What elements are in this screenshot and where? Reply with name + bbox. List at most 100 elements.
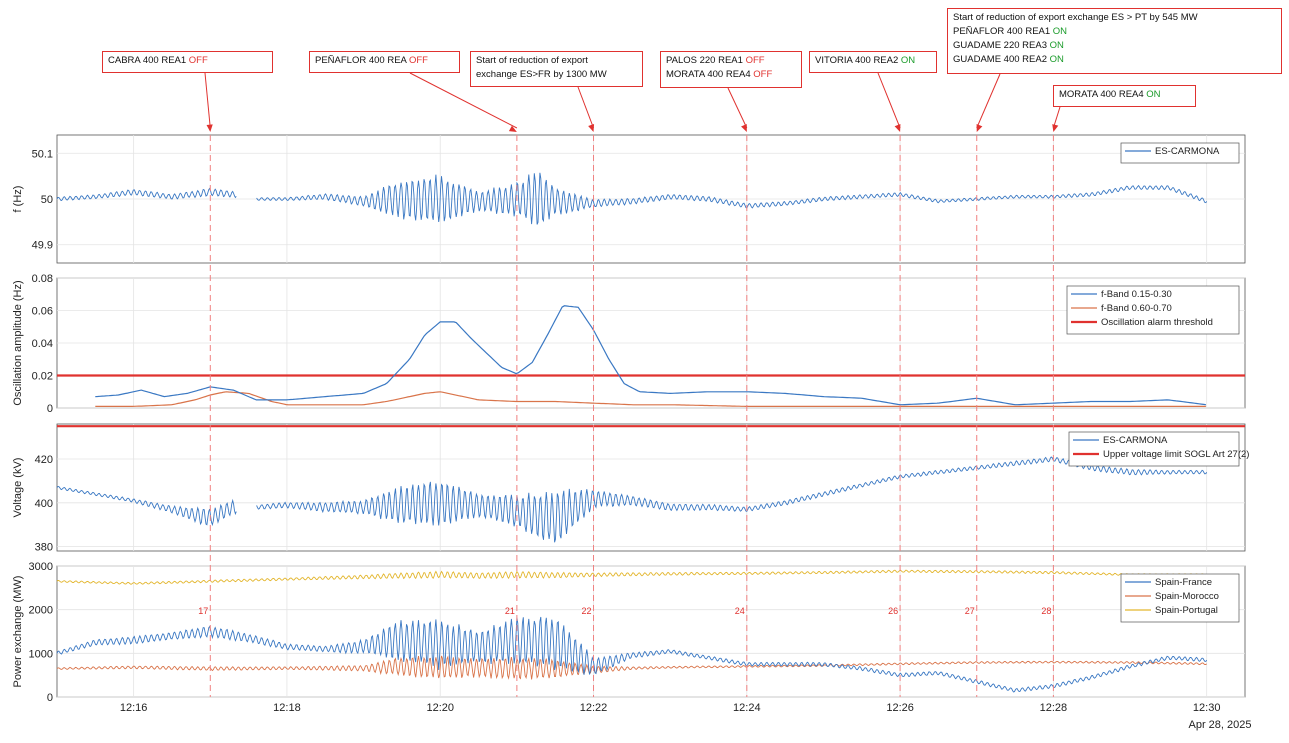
- y-tick-label: 420: [35, 454, 53, 466]
- y-tick-label: 0: [47, 403, 53, 415]
- annotation-state: ON: [1049, 40, 1064, 51]
- y-tick-label: 3000: [29, 561, 53, 573]
- legend-box: [1068, 431, 1240, 467]
- series-line: [56, 569, 1207, 585]
- annotation-text: Start of reduction of export: [476, 55, 588, 66]
- x-tick-label: 12:20: [426, 702, 454, 714]
- event-time-label: 26: [888, 606, 898, 616]
- annotation-text: PALOS 220 REA1: [666, 55, 746, 66]
- event-time-label: 17: [198, 606, 208, 616]
- annotation-text: PEÑAFLOR 400 REA1: [953, 26, 1053, 37]
- annotation-arrowhead: [894, 124, 901, 132]
- legend-label: ES-CARMONA: [1103, 435, 1168, 446]
- legend-label: Oscillation alarm threshold: [1101, 317, 1213, 328]
- legend-label: ES-CARMONA: [1155, 146, 1220, 157]
- annotation-arrow: [409, 72, 518, 129]
- x-tick-label: 12:24: [733, 702, 761, 714]
- event-annotation-box: CABRA 400 REA1 OFF: [102, 51, 273, 73]
- annotation-arrowhead: [1052, 124, 1059, 132]
- annotation-state: OFF: [745, 55, 765, 66]
- annotation-arrowhead: [976, 124, 983, 132]
- annotation-arrow: [204, 72, 211, 129]
- annotation-text: GUADAME 220 REA3: [953, 40, 1050, 51]
- y-tick-label: 380: [35, 542, 53, 554]
- y-axis-label: Power exchange (MW): [12, 576, 24, 688]
- event-time-label: 21: [505, 606, 515, 616]
- y-tick-label: 49.9: [32, 240, 53, 252]
- annotation-text: MORATA 400 REA4: [1059, 89, 1147, 100]
- annotation-line: exchange ES>FR by 1300 MW: [476, 68, 637, 82]
- y-tick-label: 0: [47, 692, 53, 704]
- series-line: [95, 305, 1206, 406]
- x-tick-label: 12:26: [886, 702, 914, 714]
- annotation-text: PEÑAFLOR 400 REA: [315, 55, 409, 66]
- annotation-arrow: [1052, 106, 1061, 129]
- annotation-arrowhead: [588, 124, 595, 132]
- event-annotation-box: MORATA 400 REA4 ON: [1053, 85, 1196, 107]
- annotation-arrowhead: [741, 124, 747, 132]
- annotation-text: MORATA 400 REA4: [666, 69, 754, 80]
- annotation-line: PEÑAFLOR 400 REA1 ON: [953, 25, 1276, 39]
- date-label: Apr 28, 2025: [1189, 719, 1252, 731]
- series-line: [56, 655, 1207, 680]
- legend-label: Spain-Morocco: [1155, 591, 1219, 602]
- annotation-state: OFF: [188, 55, 208, 66]
- legend-label: Upper voltage limit SOGL Art 27(2): [1103, 449, 1249, 460]
- annotation-state: ON: [1052, 26, 1068, 37]
- event-time-label: 22: [582, 606, 592, 616]
- y-tick-label: 0.04: [32, 338, 53, 350]
- annotation-line: Start of reduction of export exchange ES…: [953, 11, 1276, 25]
- annotation-arrow: [577, 86, 594, 129]
- panel-frame: [56, 423, 1246, 552]
- annotation-text: CABRA 400 REA1: [108, 55, 189, 66]
- y-axis-label: Voltage (kV): [12, 458, 24, 518]
- annotation-arrow: [976, 73, 1001, 129]
- x-tick-label: 12:18: [273, 702, 301, 714]
- x-tick-label: 12:16: [120, 702, 148, 714]
- series-line: [95, 391, 1206, 407]
- annotation-line: Start of reduction of export: [476, 54, 637, 68]
- annotation-line: MORATA 400 REA4 ON: [1059, 88, 1190, 102]
- series-line: [56, 616, 1208, 693]
- legend-label: f-Band 0.60-0.70: [1101, 303, 1172, 314]
- annotation-state: ON: [1049, 54, 1064, 65]
- annotation-line: PEÑAFLOR 400 REA OFF: [315, 54, 454, 68]
- event-time-label: 24: [735, 606, 745, 616]
- annotation-arrow: [877, 72, 901, 129]
- event-annotation-box: PALOS 220 REA1 OFF MORATA 400 REA4 OFF: [660, 51, 802, 88]
- annotation-text: VITORIA 400 REA2: [815, 55, 901, 66]
- x-tick-label: 12:22: [580, 702, 608, 714]
- y-tick-label: 0.02: [32, 371, 53, 383]
- annotation-text: GUADAME 400 REA2: [953, 54, 1050, 65]
- annotation-line: GUADAME 400 REA2 ON: [953, 53, 1276, 67]
- y-tick-label: 0.06: [32, 306, 53, 318]
- annotation-state: ON: [900, 55, 916, 66]
- legend-label: Spain-France: [1155, 577, 1212, 588]
- annotation-state: ON: [1146, 89, 1161, 100]
- annotation-text: Start of reduction of export exchange ES…: [953, 12, 1198, 23]
- annotation-state: OFF: [408, 55, 428, 66]
- series-line: [56, 456, 1208, 543]
- panel-frame: [56, 565, 1246, 698]
- x-tick-label: 12:28: [1040, 702, 1068, 714]
- legend-box: [1120, 142, 1240, 164]
- y-tick-label: 1000: [29, 648, 53, 660]
- annotation-arrowhead: [206, 124, 213, 132]
- annotation-line: CABRA 400 REA1 OFF: [108, 54, 267, 68]
- y-tick-label: 400: [35, 498, 53, 510]
- annotation-state: OFF: [753, 69, 773, 80]
- event-annotation-box: PEÑAFLOR 400 REA OFF: [309, 51, 460, 73]
- event-time-label: 28: [1041, 606, 1051, 616]
- annotation-line: MORATA 400 REA4 OFF: [666, 68, 796, 82]
- series-line: [56, 172, 1208, 225]
- y-tick-label: 50.1: [32, 148, 53, 160]
- y-axis-label: Oscillation amplitude (Hz): [12, 280, 24, 405]
- annotation-line: PALOS 220 REA1 OFF: [666, 54, 796, 68]
- y-tick-label: 50: [41, 194, 53, 206]
- annotation-arrow: [727, 87, 748, 129]
- event-annotation-box: Start of reduction of export exchange ES>…: [470, 51, 643, 87]
- y-tick-label: 0.08: [32, 273, 53, 285]
- event-annotation-box: VITORIA 400 REA2 ON: [809, 51, 937, 73]
